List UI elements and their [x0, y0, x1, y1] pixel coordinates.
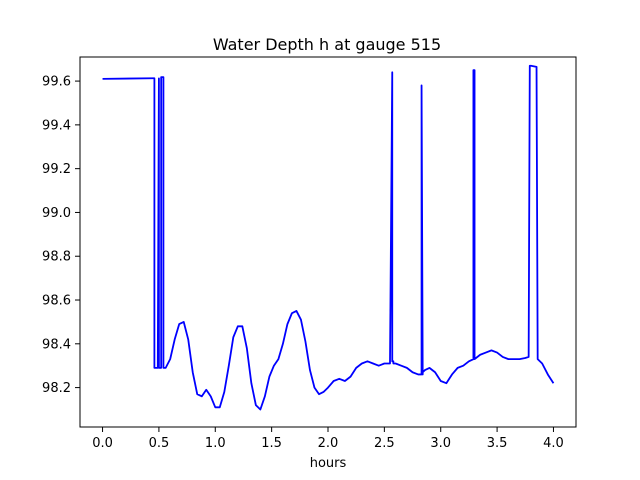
y-axis: 98.2 98.4 98.6 98.8 99.0 99.2 99.4 99.6	[42, 75, 80, 396]
x-tick-label: 0.5	[149, 436, 170, 451]
x-tick-label: 1.5	[261, 436, 282, 451]
chart-title: Water Depth h at gauge 515	[213, 35, 441, 54]
y-tick-label: 98.2	[42, 381, 71, 396]
x-tick-label: 4.0	[543, 436, 564, 451]
series-line-h	[102, 64, 555, 411]
y-tick-label: 99.6	[42, 75, 71, 90]
y-tick-label: 98.4	[42, 337, 71, 352]
x-axis: 0.0 0.5 1.0 1.5 2.0 2.5 3.0 3.5 4.0	[92, 427, 564, 451]
x-axis-label: hours	[310, 456, 347, 471]
y-tick-label: 98.8	[42, 250, 71, 265]
x-tick-label: 3.0	[430, 436, 451, 451]
y-tick-label: 99.0	[42, 206, 71, 221]
y-tick-label: 98.6	[42, 294, 71, 309]
x-tick-label: 3.5	[487, 436, 508, 451]
x-tick-label: 0.0	[92, 436, 113, 451]
x-tick-label: 2.0	[318, 436, 339, 451]
x-tick-label: 1.0	[205, 436, 226, 451]
plot-area	[79, 56, 577, 428]
x-tick-label: 2.5	[374, 436, 395, 451]
y-tick-label: 99.2	[42, 162, 71, 177]
y-tick-label: 99.4	[42, 118, 71, 133]
